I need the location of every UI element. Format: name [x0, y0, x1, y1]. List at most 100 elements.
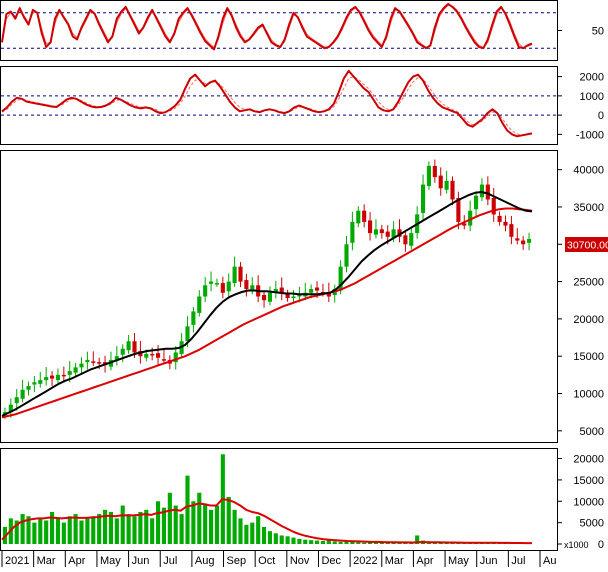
candle-body [479, 184, 485, 198]
volume-bar [344, 541, 349, 544]
candle-body [356, 210, 361, 224]
volume-bar [367, 541, 373, 544]
candle-body [67, 371, 72, 375]
x-tick-label: Apr [416, 555, 433, 567]
candle-body [214, 283, 220, 285]
volume-bar [44, 520, 49, 544]
candle-body [203, 285, 208, 297]
price-ma-short-line [1, 191, 533, 417]
candle-body [367, 220, 373, 234]
candle-body [497, 215, 502, 222]
y-tick-label: 10000 [573, 496, 604, 508]
volume-bar [226, 497, 231, 544]
y-tick-label: 0 [598, 110, 604, 122]
y-tick-label: 10000 [573, 389, 604, 401]
volume-bar [61, 522, 66, 544]
volume-bar [167, 492, 172, 544]
candle-body [503, 221, 508, 226]
volume-bar [279, 535, 284, 544]
volume-bar [91, 516, 96, 544]
volume-bar [273, 533, 278, 544]
candle-body [379, 229, 384, 234]
volume-bar [38, 518, 43, 544]
candle-body [450, 180, 455, 200]
y-tick-label: 15000 [573, 351, 604, 363]
candle-body [409, 233, 414, 246]
volume-bar [73, 514, 78, 544]
candle-body [220, 283, 225, 293]
volume-bar [126, 514, 131, 544]
candle-body [385, 231, 390, 237]
volume-bar [214, 505, 220, 544]
x-tick-label: Mar [37, 555, 56, 567]
candle-body [509, 224, 514, 237]
volume-bar [97, 514, 102, 544]
price-panel: 400003500030000250002000015000100005000 [1, 159, 604, 438]
x-tick-label: Dec [321, 555, 341, 567]
candle-body [462, 223, 467, 226]
candle-body [350, 221, 355, 243]
candle-body [491, 198, 496, 215]
time-axis: 2021 Mar Apr May Jun Jul Aug Sep Oct Nov Dec 2022 Ma… [1, 551, 556, 567]
candle-body [261, 295, 267, 301]
volume-bar [138, 511, 143, 544]
x-tick-label: Mar [385, 555, 404, 567]
volume-bar [108, 511, 114, 544]
candle-body [191, 311, 196, 325]
candle-body [55, 374, 61, 381]
volume-bar [132, 516, 137, 544]
candle-body [314, 287, 320, 291]
volume-bar [250, 522, 255, 544]
macd-panel-frame [0, 66, 558, 145]
candle-body [144, 353, 149, 358]
y-tick-label: 35000 [573, 202, 604, 214]
volume-bar [185, 475, 190, 544]
candle-body [338, 266, 343, 291]
volume-bar [373, 542, 379, 544]
volume-bar [14, 520, 19, 544]
candle-body [132, 341, 137, 353]
candle-body [473, 195, 479, 210]
x-tick-label: Apr [68, 555, 85, 567]
volume-panel-frame [0, 448, 558, 551]
y-tick-label: 25000 [573, 277, 604, 289]
candle-body [161, 359, 167, 361]
volume-bar [191, 501, 196, 544]
y-tick-label: 15000 [573, 475, 604, 487]
candle-body [250, 285, 255, 291]
candle-body [515, 238, 520, 241]
volume-bar [267, 531, 273, 544]
last-price-label: 30700.00 [567, 240, 608, 252]
volume-panel: 20000 15000 10000 5000 0 [1, 454, 604, 551]
y-tick-label: 5000 [580, 426, 604, 438]
candle-body [444, 180, 449, 190]
candle-body [526, 239, 532, 243]
macd-signal-line [1, 76, 533, 136]
candle-body [309, 289, 314, 293]
y-tick-label: 20000 [573, 454, 604, 466]
candle-body [49, 375, 55, 379]
candle-body [438, 175, 443, 189]
x-tick-label: Jun [480, 555, 498, 567]
candle-body [326, 292, 331, 297]
candle-body [120, 348, 125, 355]
volume-bar [49, 511, 55, 544]
candle-body [155, 353, 161, 358]
candle-body [150, 353, 155, 356]
candle-body [291, 296, 296, 298]
volume-bar [297, 538, 302, 544]
volume-bar [326, 539, 331, 544]
y-tick-label: 40000 [573, 165, 604, 177]
y-tick-label: 2000 [580, 72, 604, 84]
volume-bar [179, 514, 184, 544]
volume-bar [173, 505, 178, 544]
candle-body [32, 382, 37, 385]
x-tick-label: Jul [511, 555, 525, 567]
volume-bar [314, 540, 320, 544]
candle-body [420, 184, 426, 213]
candle-body [97, 362, 102, 364]
candle-body [20, 389, 25, 399]
candle-body [468, 210, 473, 226]
y-tick-label: 1000 [580, 91, 604, 103]
volume-bar [150, 518, 155, 544]
